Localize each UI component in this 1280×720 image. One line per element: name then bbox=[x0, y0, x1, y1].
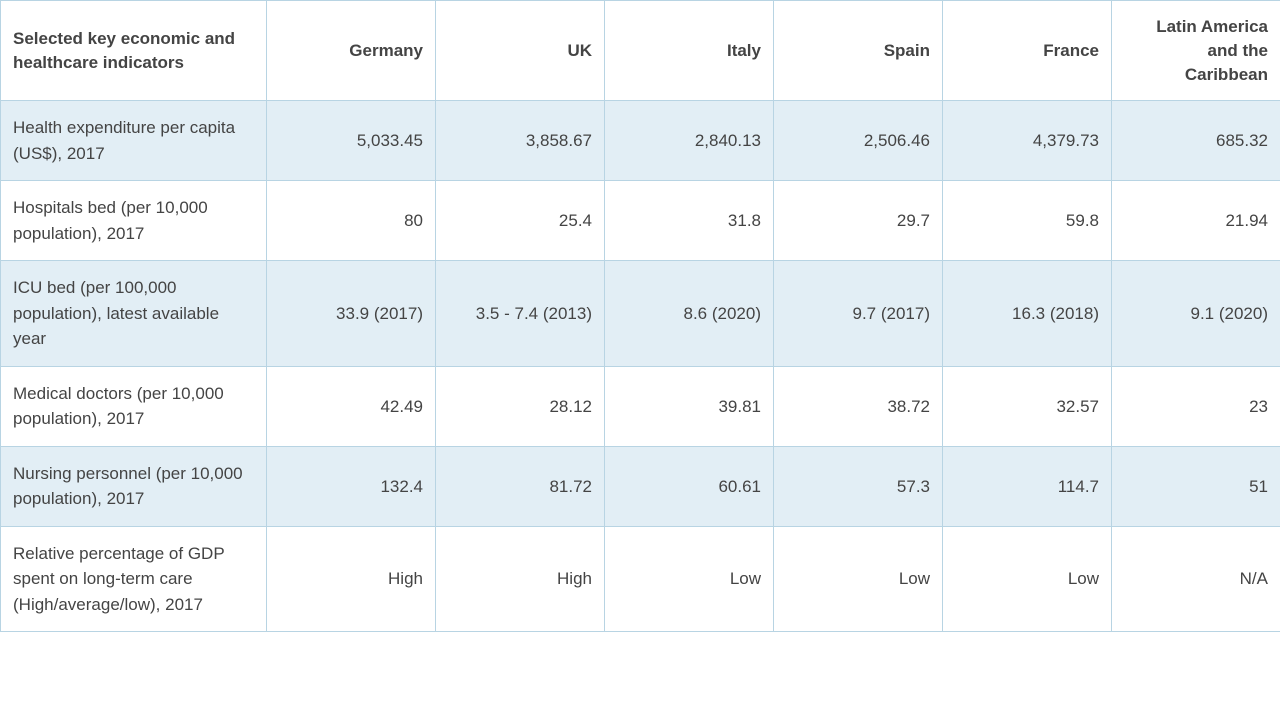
table-row: ICU bed (per 100,000 population), latest… bbox=[1, 261, 1280, 367]
cell: 3,858.67 bbox=[436, 101, 605, 181]
cell: Low bbox=[943, 526, 1112, 632]
cell: 32.57 bbox=[943, 366, 1112, 446]
cell: High bbox=[267, 526, 436, 632]
cell: 5,033.45 bbox=[267, 101, 436, 181]
cell: 23 bbox=[1112, 366, 1280, 446]
table-row: Health expenditure per capita (US$), 201… bbox=[1, 101, 1280, 181]
cell: 3.5 - 7.4 (2013) bbox=[436, 261, 605, 367]
cell: 4,379.73 bbox=[943, 101, 1112, 181]
cell: 39.81 bbox=[605, 366, 774, 446]
cell: 2,840.13 bbox=[605, 101, 774, 181]
cell: 31.8 bbox=[605, 181, 774, 261]
cell: 28.12 bbox=[436, 366, 605, 446]
cell: 80 bbox=[267, 181, 436, 261]
col-spain: Spain bbox=[774, 1, 943, 101]
row-label: Hospitals bed (per 10,000 population), 2… bbox=[1, 181, 267, 261]
cell: 16.3 (2018) bbox=[943, 261, 1112, 367]
cell: Low bbox=[774, 526, 943, 632]
row-label: Nursing personnel (per 10,000 population… bbox=[1, 446, 267, 526]
col-germany: Germany bbox=[267, 1, 436, 101]
table-body: Health expenditure per capita (US$), 201… bbox=[1, 101, 1280, 632]
cell: 114.7 bbox=[943, 446, 1112, 526]
cell: 9.1 (2020) bbox=[1112, 261, 1280, 367]
header-row: Selected key economic and healthcare ind… bbox=[1, 1, 1280, 101]
cell: 51 bbox=[1112, 446, 1280, 526]
col-italy: Italy bbox=[605, 1, 774, 101]
row-label: Health expenditure per capita (US$), 201… bbox=[1, 101, 267, 181]
cell: 42.49 bbox=[267, 366, 436, 446]
cell: 9.7 (2017) bbox=[774, 261, 943, 367]
cell: 57.3 bbox=[774, 446, 943, 526]
table-row: Hospitals bed (per 10,000 population), 2… bbox=[1, 181, 1280, 261]
cell: 81.72 bbox=[436, 446, 605, 526]
row-label: Relative percentage of GDP spent on long… bbox=[1, 526, 267, 632]
cell: 33.9 (2017) bbox=[267, 261, 436, 367]
row-label: Medical doctors (per 10,000 population),… bbox=[1, 366, 267, 446]
cell: High bbox=[436, 526, 605, 632]
cell: 25.4 bbox=[436, 181, 605, 261]
cell: N/A bbox=[1112, 526, 1280, 632]
row-label: ICU bed (per 100,000 population), latest… bbox=[1, 261, 267, 367]
cell: 8.6 (2020) bbox=[605, 261, 774, 367]
cell: Low bbox=[605, 526, 774, 632]
cell: 21.94 bbox=[1112, 181, 1280, 261]
col-uk: UK bbox=[436, 1, 605, 101]
col-france: France bbox=[943, 1, 1112, 101]
indicators-table: Selected key economic and healthcare ind… bbox=[0, 0, 1280, 632]
cell: 2,506.46 bbox=[774, 101, 943, 181]
table-row: Nursing personnel (per 10,000 population… bbox=[1, 446, 1280, 526]
cell: 29.7 bbox=[774, 181, 943, 261]
cell: 60.61 bbox=[605, 446, 774, 526]
header-label: Selected key economic and healthcare ind… bbox=[1, 1, 267, 101]
cell: 59.8 bbox=[943, 181, 1112, 261]
cell: 38.72 bbox=[774, 366, 943, 446]
table-row: Relative percentage of GDP spent on long… bbox=[1, 526, 1280, 632]
cell: 685.32 bbox=[1112, 101, 1280, 181]
col-lac: Latin America and the Caribbean bbox=[1112, 1, 1280, 101]
cell: 132.4 bbox=[267, 446, 436, 526]
table-row: Medical doctors (per 10,000 population),… bbox=[1, 366, 1280, 446]
